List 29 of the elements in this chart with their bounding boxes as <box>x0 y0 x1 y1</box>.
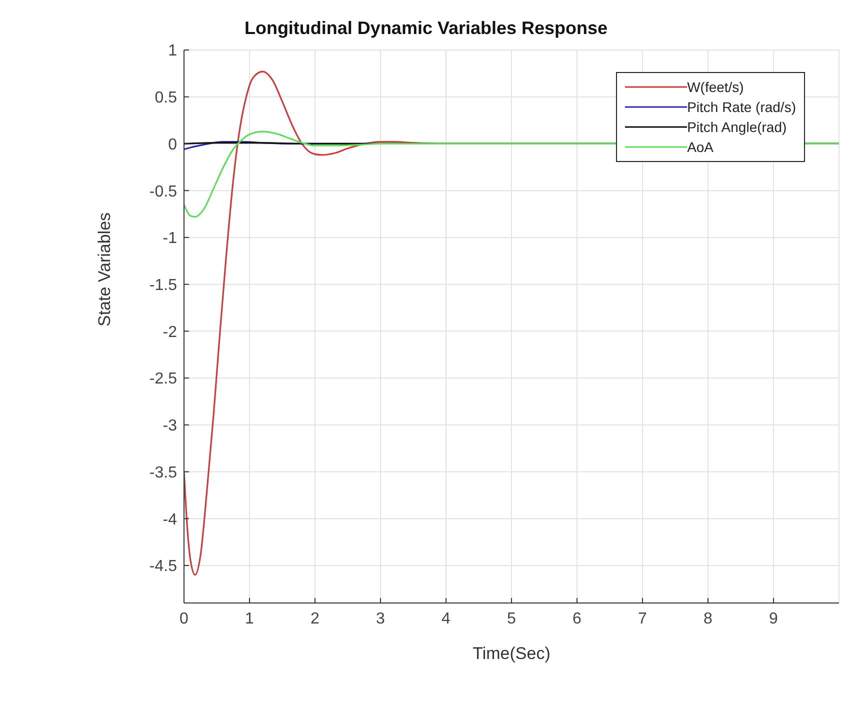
x-tick-label: 5 <box>507 610 516 628</box>
legend-label: AoA <box>687 139 714 155</box>
y-tick-label: -2 <box>162 324 178 341</box>
y-tick-label: -0.5 <box>149 183 178 200</box>
y-tick-label: 1 <box>168 42 178 60</box>
y-axis-title: State Variables <box>95 212 114 326</box>
y-tick-label: 0.5 <box>154 90 178 107</box>
y-tick-label: -3 <box>162 418 178 435</box>
legend-label: Pitch Angle(rad) <box>687 119 787 135</box>
legend-label: W(feet/s) <box>687 79 744 95</box>
x-tick-label: 0 <box>180 610 189 628</box>
y-tick-label: -4.5 <box>149 558 178 576</box>
chart-title: Longitudinal Dynamic Variables Response <box>243 18 609 39</box>
x-tick-label: 4 <box>442 610 451 628</box>
x-axis-title: Time(Sec) <box>472 644 550 663</box>
x-tick-label: 3 <box>376 610 386 628</box>
legend-label: Pitch Rate (rad/s) <box>687 99 796 115</box>
x-tick-label: 1 <box>245 610 254 628</box>
y-tick-label: -3.5 <box>149 464 178 482</box>
x-tick-label: 9 <box>769 610 778 628</box>
x-tick-label: 7 <box>638 610 648 628</box>
y-tick-label: -2.5 <box>149 370 178 388</box>
y-tick-label: -1 <box>162 230 178 248</box>
x-tick-label: 6 <box>572 610 582 628</box>
x-tick-label: 8 <box>704 610 713 628</box>
y-tick-label: 0 <box>168 136 178 154</box>
y-tick-label: -4 <box>162 511 178 528</box>
x-tick-label: 2 <box>310 610 320 628</box>
y-tick-label: -1.5 <box>149 277 178 294</box>
